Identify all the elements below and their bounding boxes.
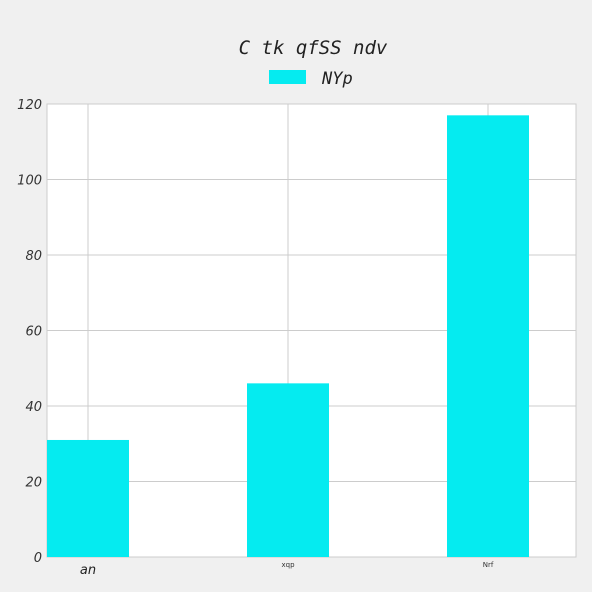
bar-an[interactable] <box>47 439 129 557</box>
y-tick-label: 20 <box>25 476 42 491</box>
y-tick-label: 60 <box>25 325 42 340</box>
y-axis-ticks: 0 20 40 60 80 100 120 <box>17 98 42 566</box>
bar-xqp[interactable] <box>247 383 329 557</box>
chart-title: C tk qfSS ndv <box>239 37 388 59</box>
y-tick-label: 120 <box>17 98 42 113</box>
y-tick-label: 0 <box>34 551 42 566</box>
x-axis-ticks: an xqp Nrf <box>80 561 494 578</box>
y-tick-label: 100 <box>17 174 42 189</box>
y-tick-label: 40 <box>25 400 42 415</box>
legend-label: NYp <box>321 69 353 89</box>
bar-Nrf[interactable] <box>447 115 529 557</box>
legend-swatch <box>269 70 306 84</box>
x-tick-label: an <box>80 563 96 578</box>
legend[interactable]: NYp <box>269 69 353 89</box>
x-tick-label: xqp <box>281 561 295 569</box>
y-tick-label: 80 <box>25 249 42 264</box>
x-tick-label: Nrf <box>483 561 494 569</box>
bars <box>47 115 529 557</box>
